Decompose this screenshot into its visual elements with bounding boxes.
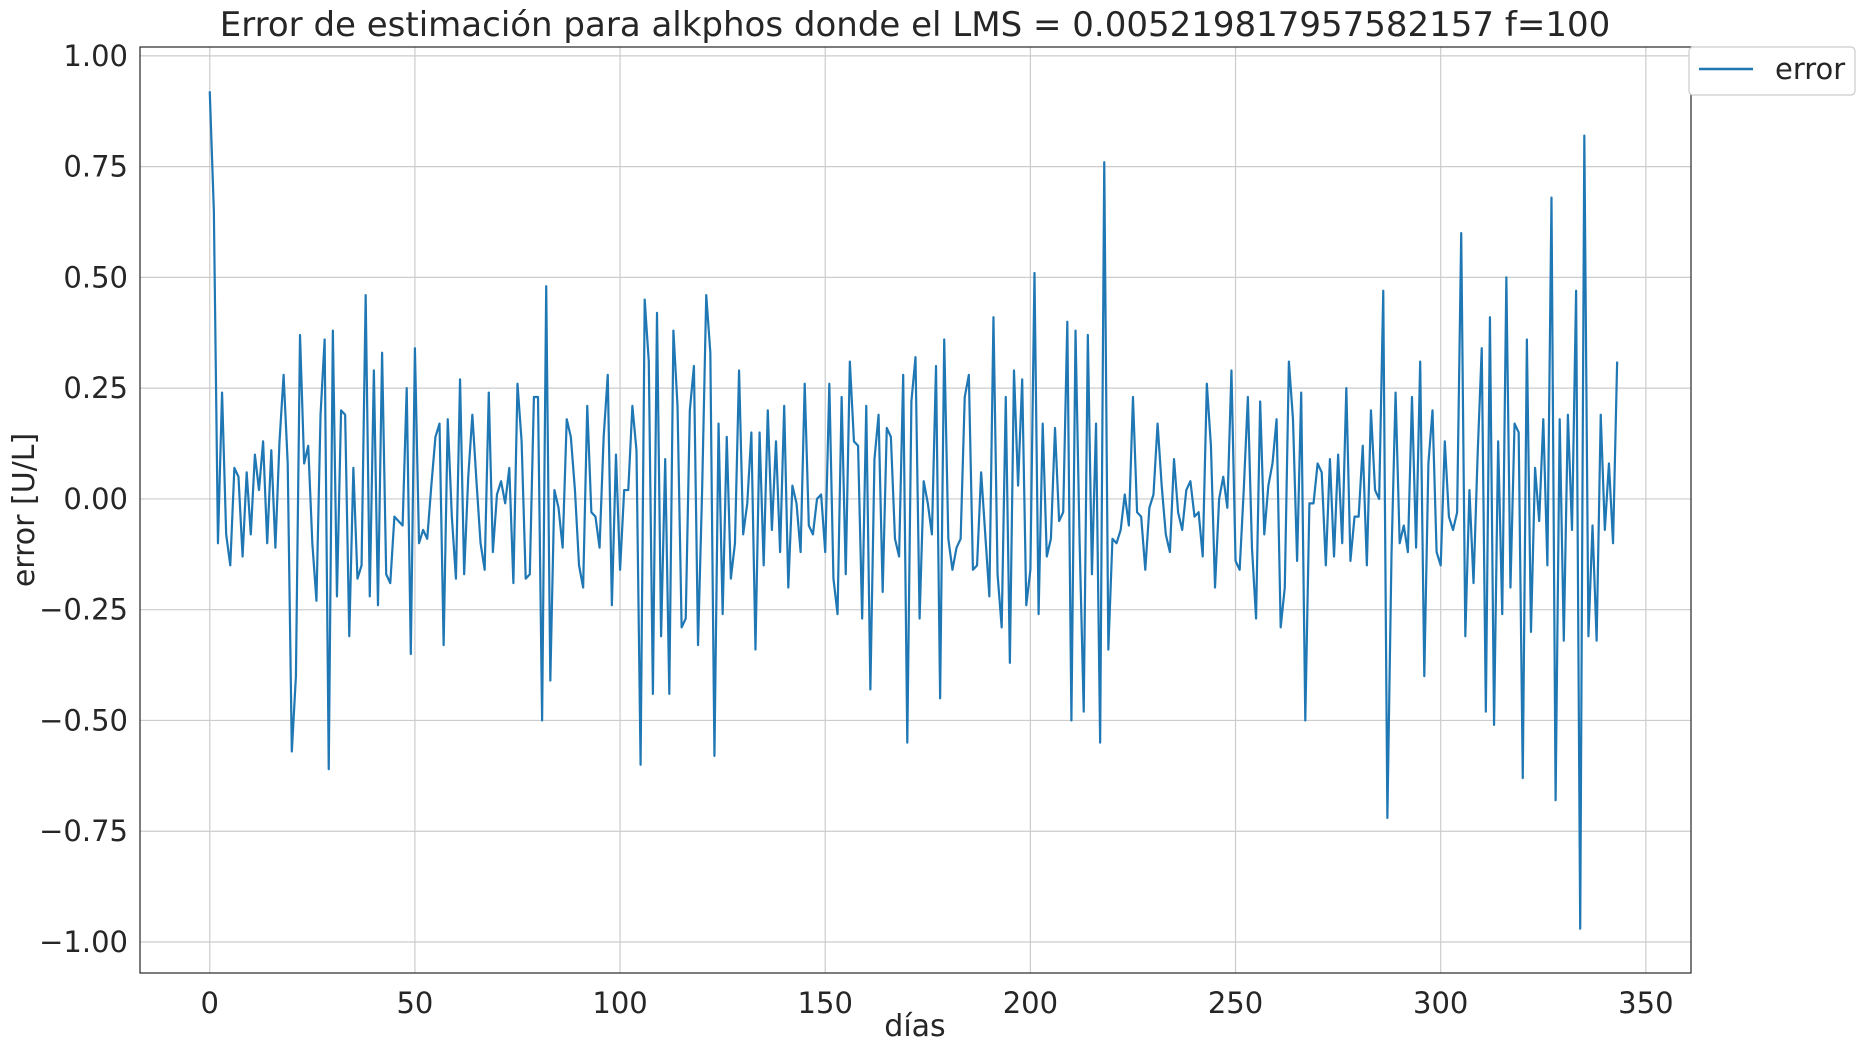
legend-box — [1688, 46, 1856, 96]
y-axis-title: error [U/L] — [7, 433, 42, 587]
x-tick-label: 150 — [798, 986, 853, 1020]
y-tick-label: 0.00 — [63, 482, 128, 516]
y-tick-label: −1.00 — [39, 925, 128, 959]
chart-title: Error de estimación para alkphos donde e… — [220, 5, 1610, 45]
y-tick-label: 0.25 — [63, 371, 128, 405]
y-tick-label: −0.75 — [39, 814, 128, 848]
y-axis-ticks: −1.00 −0.75 −0.50 −0.25 0.00 0.25 0.50 0.75 1.00 — [39, 39, 128, 959]
error-series-line — [208, 91, 1619, 930]
x-tick-label: 300 — [1413, 986, 1468, 1020]
legend-label-error: error — [1775, 52, 1845, 86]
x-tick-label: 100 — [592, 986, 647, 1020]
x-tick-label: 350 — [1618, 986, 1673, 1020]
y-tick-label: −0.50 — [39, 703, 128, 737]
x-tick-label: 250 — [1208, 986, 1263, 1020]
x-axis-title: días — [884, 1009, 945, 1044]
y-tick-label: 1.00 — [63, 39, 128, 73]
plot-frame — [139, 46, 1692, 974]
plot-area-background — [140, 47, 1691, 973]
x-axis-ticks: 0 50 100 150 200 250 300 350 — [201, 986, 1674, 1020]
y-tick-label: 0.75 — [63, 150, 128, 184]
legend: error — [1688, 46, 1856, 96]
y-tick-label: 0.50 — [63, 260, 128, 294]
x-tick-label: 0 — [201, 986, 219, 1020]
x-tick-label: 50 — [396, 986, 433, 1020]
y-tick-label: −0.25 — [39, 593, 128, 627]
x-tick-label: 200 — [1003, 986, 1058, 1020]
